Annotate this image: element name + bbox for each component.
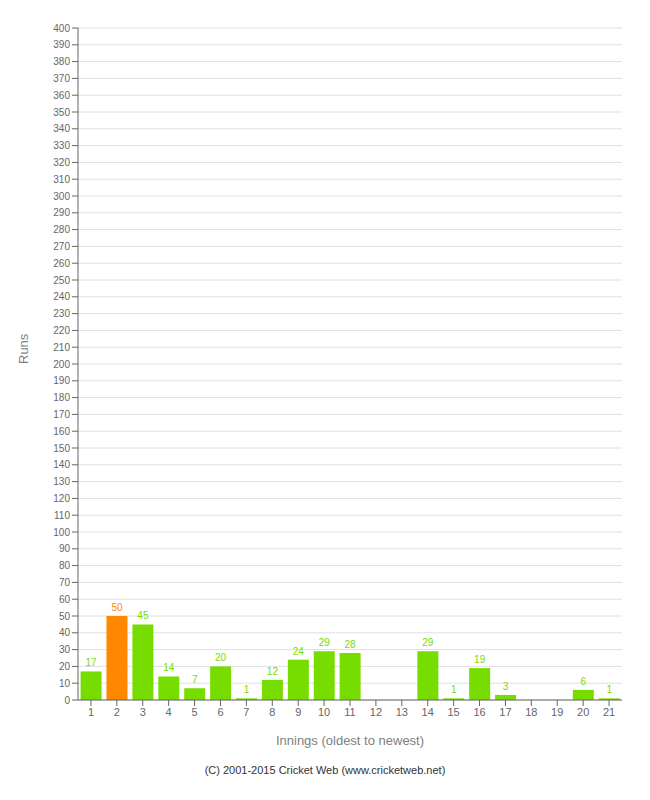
svg-text:28: 28 bbox=[345, 639, 357, 650]
svg-text:19: 19 bbox=[551, 706, 563, 718]
svg-text:Runs: Runs bbox=[16, 333, 31, 364]
svg-text:310: 310 bbox=[53, 174, 70, 185]
svg-text:21: 21 bbox=[603, 706, 615, 718]
svg-text:24: 24 bbox=[293, 646, 305, 657]
svg-text:18: 18 bbox=[525, 706, 537, 718]
svg-text:40: 40 bbox=[59, 627, 71, 638]
svg-text:1: 1 bbox=[88, 706, 94, 718]
svg-text:29: 29 bbox=[422, 637, 434, 648]
svg-text:210: 210 bbox=[53, 342, 70, 353]
svg-text:11: 11 bbox=[344, 706, 355, 718]
svg-text:7: 7 bbox=[243, 706, 249, 718]
svg-text:16: 16 bbox=[473, 706, 485, 718]
svg-text:2: 2 bbox=[114, 706, 120, 718]
html-text:(C) 2001-2015 Cricket Web (www: (C) 2001-2015 Cricket Web (www.cricketwe… bbox=[204, 764, 446, 776]
svg-text:340: 340 bbox=[53, 123, 70, 134]
svg-text:190: 190 bbox=[53, 375, 70, 386]
svg-text:45: 45 bbox=[137, 610, 149, 621]
svg-text:20: 20 bbox=[577, 706, 589, 718]
svg-text:260: 260 bbox=[53, 258, 70, 269]
svg-text:230: 230 bbox=[53, 308, 70, 319]
svg-text:1: 1 bbox=[244, 684, 250, 695]
svg-text:130: 130 bbox=[53, 476, 70, 487]
svg-text:60: 60 bbox=[59, 594, 71, 605]
svg-text:4: 4 bbox=[166, 706, 172, 718]
svg-text:180: 180 bbox=[53, 392, 70, 403]
svg-text:6: 6 bbox=[217, 706, 223, 718]
svg-text:3: 3 bbox=[503, 681, 509, 692]
svg-text:400: 400 bbox=[53, 23, 70, 34]
svg-text:15: 15 bbox=[447, 706, 459, 718]
svg-text:6: 6 bbox=[580, 676, 586, 687]
svg-text:80: 80 bbox=[59, 560, 71, 571]
svg-text:390: 390 bbox=[53, 39, 70, 50]
svg-text:1: 1 bbox=[451, 684, 457, 695]
svg-text:8: 8 bbox=[269, 706, 275, 718]
svg-text:100: 100 bbox=[53, 527, 70, 538]
svg-text:160: 160 bbox=[53, 426, 70, 437]
svg-text:120: 120 bbox=[53, 493, 70, 504]
svg-text:50: 50 bbox=[111, 602, 123, 613]
svg-text:200: 200 bbox=[53, 359, 70, 370]
svg-text:12: 12 bbox=[267, 666, 279, 677]
svg-text:5: 5 bbox=[192, 706, 198, 718]
svg-text:10: 10 bbox=[59, 678, 71, 689]
svg-text:1: 1 bbox=[606, 684, 612, 695]
svg-text:320: 320 bbox=[53, 157, 70, 168]
svg-text:330: 330 bbox=[53, 140, 70, 151]
svg-text:14: 14 bbox=[422, 706, 434, 718]
svg-text:50: 50 bbox=[59, 611, 71, 622]
svg-text:370: 370 bbox=[53, 73, 70, 84]
svg-text:270: 270 bbox=[53, 241, 70, 252]
svg-text:220: 220 bbox=[53, 325, 70, 336]
svg-text:30: 30 bbox=[59, 644, 71, 655]
svg-text:150: 150 bbox=[53, 443, 70, 454]
svg-text:3: 3 bbox=[140, 706, 146, 718]
svg-text:20: 20 bbox=[59, 661, 71, 672]
svg-text:290: 290 bbox=[53, 207, 70, 218]
svg-text:20: 20 bbox=[215, 652, 227, 663]
svg-text:14: 14 bbox=[163, 662, 175, 673]
svg-text:240: 240 bbox=[53, 291, 70, 302]
svg-text:250: 250 bbox=[53, 275, 70, 286]
svg-text:13: 13 bbox=[396, 706, 408, 718]
svg-text:360: 360 bbox=[53, 90, 70, 101]
svg-text:Innings (oldest to newest): Innings (oldest to newest) bbox=[276, 733, 424, 748]
svg-text:90: 90 bbox=[59, 543, 71, 554]
svg-text:140: 140 bbox=[53, 459, 70, 470]
svg-text:12: 12 bbox=[370, 706, 382, 718]
svg-text:19: 19 bbox=[474, 654, 486, 665]
svg-text:300: 300 bbox=[53, 191, 70, 202]
svg-text:17: 17 bbox=[86, 657, 98, 668]
svg-text:70: 70 bbox=[59, 577, 71, 588]
svg-text:7: 7 bbox=[192, 674, 198, 685]
svg-text:0: 0 bbox=[64, 695, 70, 706]
svg-text:17: 17 bbox=[499, 706, 511, 718]
svg-text:350: 350 bbox=[53, 107, 70, 118]
svg-text:170: 170 bbox=[53, 409, 70, 420]
svg-text:10: 10 bbox=[318, 706, 330, 718]
svg-text:9: 9 bbox=[295, 706, 301, 718]
svg-text:280: 280 bbox=[53, 224, 70, 235]
svg-text:110: 110 bbox=[54, 510, 70, 521]
svg-text:29: 29 bbox=[319, 637, 331, 648]
svg-text:380: 380 bbox=[53, 56, 70, 67]
